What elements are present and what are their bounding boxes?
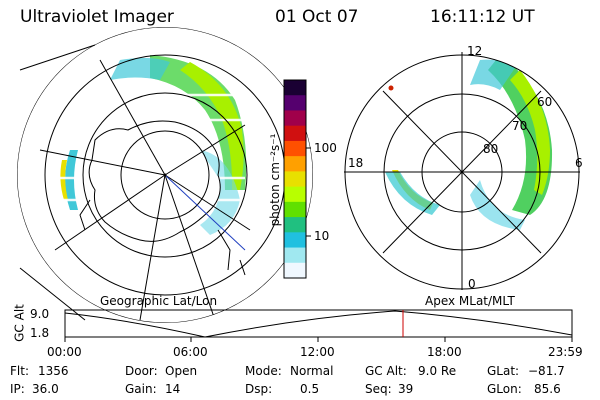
flt-label: Flt: [10, 364, 29, 378]
mlat-label-60: 60 [537, 95, 553, 109]
seq-label: Seq: [365, 382, 392, 396]
door-label: Door: [125, 364, 158, 378]
colorbar-cell [284, 186, 306, 203]
colorbar-cell [284, 262, 306, 279]
right-map-label: Apex MLat/MLT [425, 294, 515, 308]
altitude-ytick-low: 1.8 [30, 326, 50, 340]
colorbar-cell [284, 247, 306, 264]
colorbar [283, 79, 311, 279]
right-aurora [385, 55, 553, 230]
mlat-label-80: 80 [483, 142, 499, 156]
instrument-title: Ultraviolet Imager [20, 7, 174, 27]
ip-value: 36.0 [32, 382, 59, 396]
mlat-label-70: 70 [512, 119, 528, 133]
mlt-label-0: 0 [468, 277, 476, 291]
glat-value: −81.7 [528, 364, 565, 378]
mlt-label-6: 6 [575, 156, 583, 170]
xtick-1800: 18:00 [427, 345, 462, 359]
altitude-curve [64, 310, 573, 338]
colorbar-cell [284, 140, 306, 157]
pole-marker [163, 173, 167, 177]
glat-label: GLat: [487, 364, 520, 378]
colorbar-cell [284, 125, 306, 142]
gain-value: 14 [165, 382, 181, 396]
left-grid [17, 27, 313, 323]
glon-label: GLon: [487, 382, 522, 396]
xtick-0600: 06:00 [173, 345, 208, 359]
colorbar-cell [284, 80, 306, 96]
colorbar-cell [284, 201, 306, 218]
mode-label: Mode: [245, 364, 282, 378]
ip-label: IP: [10, 382, 25, 396]
gain-label: Gain: [125, 382, 157, 396]
glon-value: 85.6 [534, 382, 561, 396]
altitude-ytick-high: 9.0 [30, 307, 50, 321]
dsp-label: Dsp: [245, 382, 273, 396]
gcalt-value: 9.0 Re [418, 364, 457, 378]
xtick-0000: 00:00 [47, 345, 82, 359]
antarctica-outline [88, 120, 221, 242]
altitude-ylabel: GC Alt [12, 304, 27, 342]
image-time: 16:11:12 UT [430, 7, 535, 27]
terminator-line [164, 174, 246, 251]
dsp-value: 0.5 [300, 382, 320, 396]
altitude-plot [64, 309, 573, 342]
colorbar-cell [284, 156, 306, 172]
left-map-label: Geographic Lat/Lon [100, 294, 218, 308]
right-grid [344, 52, 580, 290]
colorbar-cell [284, 110, 306, 127]
sun-marker [388, 85, 394, 91]
mode-value: Normal [290, 364, 334, 378]
xtick-1200: 12:00 [300, 345, 335, 359]
colorbar-cell [284, 171, 306, 188]
colorbar-cell [284, 232, 306, 249]
image-date: 01 Oct 07 [275, 7, 359, 27]
mlt-label-12: 12 [467, 44, 483, 58]
coast-detail [79, 199, 246, 276]
gcalt-label: GC Alt: [365, 364, 407, 378]
flt-value: 1356 [38, 364, 69, 378]
door-value: Open [165, 364, 198, 378]
mlt-label-18: 18 [348, 156, 364, 170]
seq-value: 39 [398, 382, 414, 396]
colorbar-cell [284, 217, 306, 233]
left-aurora [40, 55, 247, 235]
colorbar-cell [284, 95, 306, 112]
colorbar-tick-100: 100 [314, 141, 337, 155]
colorbar-tick-10: 10 [314, 229, 330, 243]
colorbar-unit-label: photon cm⁻²s⁻¹ [268, 133, 282, 227]
xtick-2359: 23:59 [548, 345, 583, 359]
